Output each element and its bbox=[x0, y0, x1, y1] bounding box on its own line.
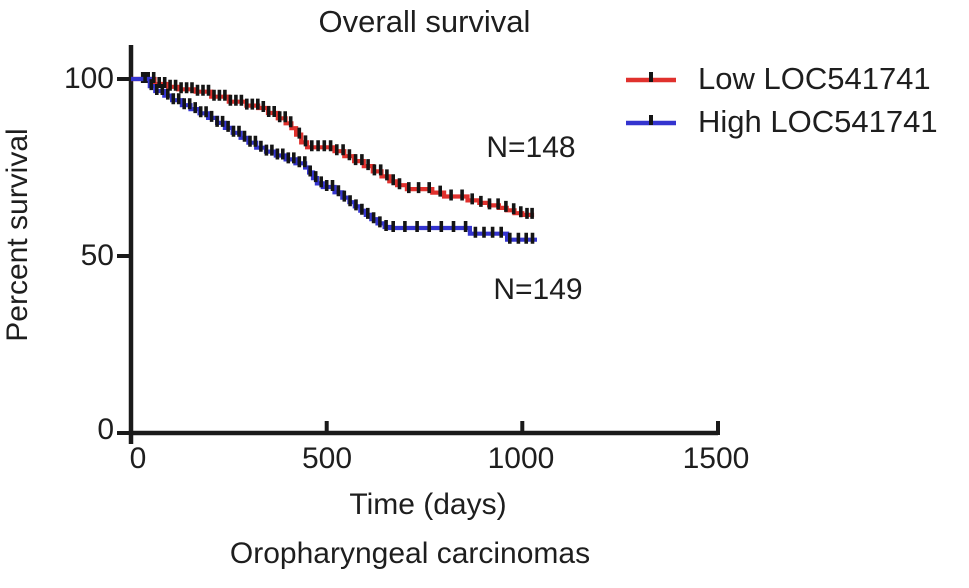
legend-item-high: High LOC541741 bbox=[626, 104, 938, 140]
legend-item-low: Low LOC541741 bbox=[626, 61, 938, 97]
x-tick-label-1000: 1000 bbox=[487, 442, 555, 475]
censor-ticks-low bbox=[140, 72, 534, 219]
survival-curve-high bbox=[131, 76, 537, 242]
figure-caption: Oropharyngeal carcinomas bbox=[229, 537, 591, 570]
legend-marker-high-icon bbox=[626, 115, 676, 126]
x-tick-label-500: 500 bbox=[301, 442, 353, 475]
y-tick-label-50: 50 bbox=[80, 239, 114, 272]
censor-ticks-high bbox=[143, 72, 535, 244]
x-tick-label-1500: 1500 bbox=[682, 442, 750, 475]
annotation-n149: N=149 bbox=[493, 273, 583, 306]
legend-label-low: Low LOC541741 bbox=[698, 61, 931, 96]
legend-marker-low-icon bbox=[626, 72, 676, 83]
annotation-n148: N=148 bbox=[486, 131, 576, 164]
x-axis-title: Time (days) bbox=[349, 488, 507, 521]
y-tick-label-0: 0 bbox=[97, 413, 114, 446]
legend-label-high: High LOC541741 bbox=[698, 104, 938, 139]
y-tick-label-100: 100 bbox=[63, 62, 114, 95]
legend: Low LOC541741 High LOC541741 bbox=[626, 61, 938, 147]
x-tick-label-0: 0 bbox=[129, 442, 147, 475]
y-axis-title: Percent survival bbox=[1, 128, 34, 342]
chart-title: Overall survival bbox=[318, 4, 531, 39]
